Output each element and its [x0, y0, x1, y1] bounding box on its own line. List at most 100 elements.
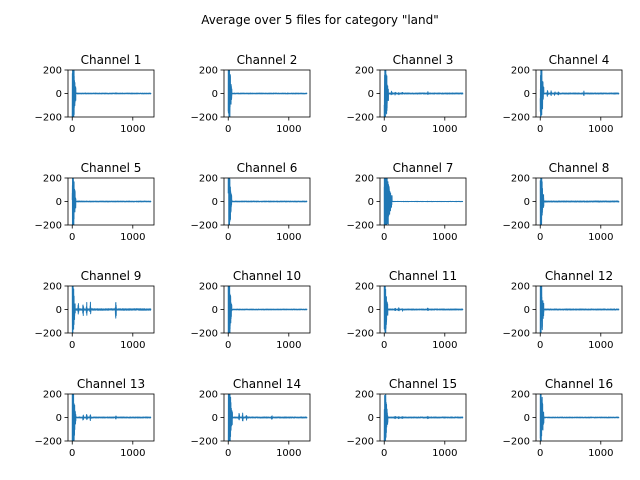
- y-tick-label: 200: [43, 66, 62, 77]
- x-tick-label: 1000: [276, 232, 301, 243]
- subplot-title: Channel 5: [81, 161, 142, 175]
- y-tick-label: 200: [355, 66, 374, 77]
- subplot-channel-8: Channel 8 −200 0 200 0 1000: [503, 161, 623, 243]
- y-tick-label: −200: [35, 329, 62, 340]
- y-tick-label: 200: [511, 282, 530, 293]
- channel-trace: [227, 70, 308, 117]
- y-tick-label: −200: [191, 113, 218, 124]
- channel-trace: [227, 394, 308, 441]
- y-tick-label: −200: [35, 113, 62, 124]
- subplot-title: Channel 9: [81, 269, 142, 283]
- x-tick-label: 1000: [276, 448, 301, 459]
- y-tick-label: 0: [368, 89, 374, 100]
- subplot-channel-13: Channel 13 −200 0 200 0 1000: [35, 377, 155, 459]
- x-tick-label: 1000: [432, 448, 457, 459]
- y-tick-label: 0: [56, 197, 62, 208]
- channel-trace: [71, 286, 152, 333]
- x-tick-label: 1000: [432, 340, 457, 351]
- y-tick-label: 200: [355, 282, 374, 293]
- y-tick-label: 200: [511, 174, 530, 185]
- x-tick-label: 0: [537, 124, 543, 135]
- subplot-channel-3: Channel 3 −200 0 200 0 1000: [347, 53, 467, 135]
- x-tick-label: 0: [69, 340, 75, 351]
- x-tick-label: 0: [69, 124, 75, 135]
- x-tick-label: 1000: [432, 232, 457, 243]
- subplot-title: Channel 11: [389, 269, 457, 283]
- figure-title: Average over 5 files for category "land": [201, 13, 439, 27]
- channel-trace: [539, 286, 620, 333]
- y-tick-label: 0: [212, 89, 218, 100]
- y-tick-label: 0: [56, 413, 62, 424]
- subplot-channel-14: Channel 14 −200 0 200 0 1000: [191, 377, 311, 459]
- y-tick-label: 0: [368, 197, 374, 208]
- subplot-channel-1: Channel 1 −200 0 200 0 1000: [35, 53, 155, 135]
- y-tick-label: 0: [524, 197, 530, 208]
- x-tick-label: 0: [537, 232, 543, 243]
- x-tick-label: 0: [381, 340, 387, 351]
- subplot-channel-4: Channel 4 −200 0 200 0 1000: [503, 53, 623, 135]
- x-tick-label: 0: [225, 340, 231, 351]
- x-tick-label: 1000: [120, 124, 145, 135]
- y-tick-label: 0: [212, 305, 218, 316]
- x-tick-label: 0: [537, 448, 543, 459]
- y-tick-label: −200: [503, 113, 530, 124]
- subplot-title: Channel 4: [549, 53, 610, 67]
- x-tick-label: 0: [69, 448, 75, 459]
- x-tick-label: 1000: [276, 340, 301, 351]
- channel-trace: [71, 70, 152, 117]
- x-tick-label: 0: [381, 448, 387, 459]
- x-tick-label: 1000: [588, 340, 613, 351]
- subplot-title: Channel 3: [393, 53, 454, 67]
- x-tick-label: 1000: [120, 448, 145, 459]
- y-tick-label: −200: [347, 221, 374, 232]
- y-tick-label: 200: [355, 174, 374, 185]
- subplot-channel-16: Channel 16 −200 0 200 0 1000: [503, 377, 623, 459]
- channel-trace: [539, 178, 620, 225]
- channel-trace: [539, 70, 620, 117]
- x-tick-label: 0: [69, 232, 75, 243]
- subplot-channel-12: Channel 12 −200 0 200 0 1000: [503, 269, 623, 351]
- x-tick-label: 0: [381, 124, 387, 135]
- y-tick-label: −200: [347, 113, 374, 124]
- y-tick-label: 200: [199, 174, 218, 185]
- y-tick-label: 0: [368, 413, 374, 424]
- x-tick-label: 1000: [120, 340, 145, 351]
- x-tick-label: 0: [381, 232, 387, 243]
- x-tick-label: 1000: [432, 124, 457, 135]
- y-tick-label: −200: [191, 221, 218, 232]
- y-tick-label: 200: [355, 390, 374, 401]
- y-tick-label: 200: [43, 282, 62, 293]
- subplot-channel-5: Channel 5 −200 0 200 0 1000: [35, 161, 155, 243]
- subplot-title: Channel 12: [545, 269, 613, 283]
- channel-trace: [383, 70, 464, 117]
- x-tick-label: 1000: [588, 448, 613, 459]
- subplot-title: Channel 8: [549, 161, 610, 175]
- subplot-channel-11: Channel 11 −200 0 200 0 1000: [347, 269, 467, 351]
- x-tick-label: 0: [537, 340, 543, 351]
- subplot-title: Channel 7: [393, 161, 454, 175]
- y-tick-label: −200: [191, 437, 218, 448]
- y-tick-label: 0: [524, 89, 530, 100]
- y-tick-label: −200: [347, 437, 374, 448]
- y-tick-label: 200: [199, 390, 218, 401]
- y-tick-label: 200: [43, 174, 62, 185]
- y-tick-label: 0: [212, 197, 218, 208]
- subplot-channel-2: Channel 2 −200 0 200 0 1000: [191, 53, 311, 135]
- subplot-title: Channel 13: [77, 377, 145, 391]
- subplot-grid: Channel 1 −200 0 200 0 1000 Channel 2 −200 0 200 0…: [35, 53, 623, 459]
- x-tick-label: 1000: [588, 232, 613, 243]
- subplot-channel-15: Channel 15 −200 0 200 0 1000: [347, 377, 467, 459]
- subplot-title: Channel 1: [81, 53, 142, 67]
- y-tick-label: 0: [56, 89, 62, 100]
- subplot-title: Channel 10: [233, 269, 301, 283]
- subplot-channel-9: Channel 9 −200 0 200 0 1000: [35, 269, 155, 351]
- subplot-title: Channel 14: [233, 377, 301, 391]
- y-tick-label: 0: [368, 305, 374, 316]
- y-tick-label: −200: [35, 437, 62, 448]
- x-tick-label: 0: [225, 124, 231, 135]
- channel-trace: [71, 394, 152, 441]
- x-tick-label: 1000: [588, 124, 613, 135]
- y-tick-label: −200: [503, 437, 530, 448]
